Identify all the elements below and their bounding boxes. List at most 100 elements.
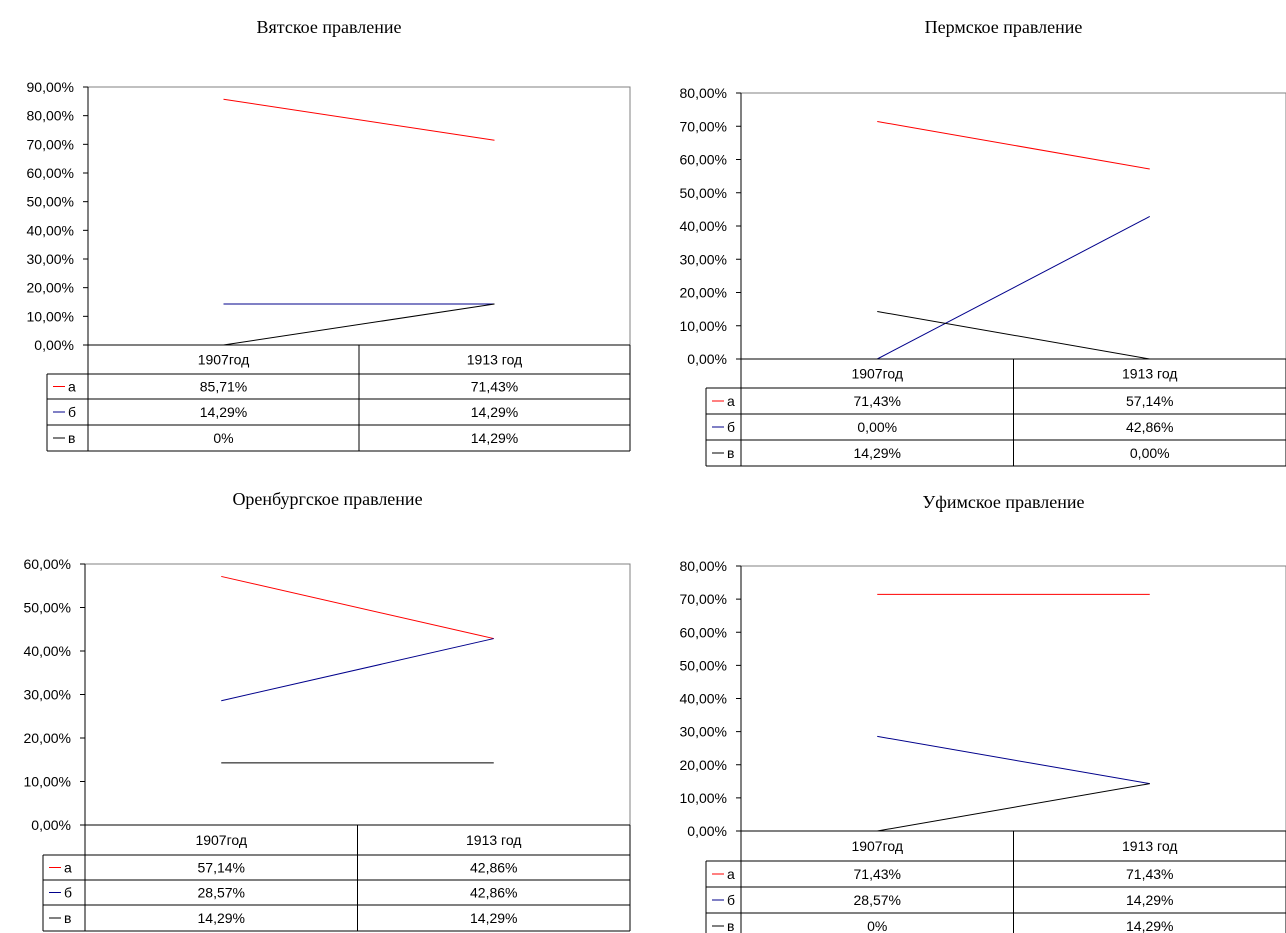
data-table: 1907год 1913 год а 57,14% 42,86% б 28,57% 42,86… [42, 824, 631, 932]
data-label: 0% [213, 430, 233, 446]
y-tick-label: 70,00% [680, 118, 727, 134]
chart-title: Уфимское правление [922, 492, 1084, 512]
y-tick-label: 60,00% [680, 152, 727, 168]
chart-perm: Пермское правление 0,00% 10,00% 20,00% 30,00… [643, 0, 1286, 467]
data-label: 71,43% [471, 379, 518, 395]
y-tick-label: 80,00% [680, 558, 727, 574]
y-tick-label: 20,00% [680, 757, 727, 773]
series-line-б [221, 638, 494, 702]
y-tick-label: 40,00% [680, 691, 727, 707]
plot-area [87, 86, 631, 346]
y-tick-label: 30,00% [24, 687, 71, 703]
y-tick-label: 40,00% [24, 643, 71, 659]
y-tick-label: 0,00% [31, 817, 71, 833]
data-table: 1907год 1913 год а 71,43% 71,43% б 28,57% 14,29… [705, 830, 1286, 933]
data-label: 42,86% [1126, 419, 1173, 435]
series-line-а [877, 121, 1150, 170]
data-label: 14,29% [470, 910, 517, 926]
legend-label: а [727, 866, 735, 882]
y-tick-label: 80,00% [680, 85, 727, 101]
legend-label: а [68, 379, 76, 395]
chart-svg: Оренбургское правление 0,00% 10,00% 20,00% 3… [24, 489, 631, 932]
legend-label: а [727, 393, 735, 409]
data-label: 42,86% [470, 885, 517, 901]
y-tick-label: 40,00% [680, 218, 727, 234]
data-label: 14,29% [854, 445, 901, 461]
chart-ufa: Уфимское правление 0,00% 10,00% 20,00% 30,00… [643, 480, 1286, 933]
y-tick-label: 30,00% [680, 724, 727, 740]
y-tick-label: 0,00% [34, 337, 74, 353]
x-category-label: 1913 год [1122, 366, 1177, 382]
y-tick-label: 50,00% [24, 600, 71, 616]
x-category-label: 1913 год [467, 352, 522, 368]
legend-label: в [68, 430, 75, 446]
y-tick-label: 0,00% [687, 823, 727, 839]
y-tick-label: 10,00% [680, 790, 727, 806]
y-tick-label: 10,00% [24, 774, 71, 790]
y-tick-label: 80,00% [27, 108, 74, 124]
y-tick-label: 30,00% [680, 251, 727, 267]
chart-svg: Уфимское правление 0,00% 10,00% 20,00% 30,00… [680, 492, 1286, 933]
x-category-label: 1907год [198, 352, 250, 368]
series-line-а [221, 575, 494, 640]
series-line-в [223, 303, 495, 346]
legend-label: а [64, 860, 72, 876]
y-tick-label: 50,00% [27, 194, 74, 210]
y-tick-label: 10,00% [680, 318, 727, 334]
data-table: 1907год 1913 год а 85,71% 71,43% б 14,29% 14,29… [46, 344, 631, 452]
data-label: 0,00% [1130, 445, 1170, 461]
series-line-б [877, 735, 1150, 785]
y-tick-label: 20,00% [24, 730, 71, 746]
data-label: 14,29% [471, 404, 518, 420]
chart-title: Оренбургское правление [232, 489, 422, 509]
y-tick-label: 90,00% [27, 79, 74, 95]
chart-vyatka: Вятское правление 0,00% 10,00% 20,00% 30,00%… [0, 0, 640, 460]
series-line-б [877, 216, 1150, 360]
y-tick-label: 60,00% [680, 624, 727, 640]
plot-area [740, 92, 1286, 360]
x-category-label: 1913 год [1122, 838, 1177, 854]
data-label: 42,86% [470, 860, 517, 876]
legend-label: в [64, 910, 71, 926]
x-category-label: 1907год [851, 366, 903, 382]
data-table: 1907год 1913 год а 71,43% 57,14% б 0,00% 42,86%… [705, 358, 1286, 467]
chart-orenburg: Оренбургское правление 0,00% 10,00% 20,00% 3… [0, 480, 640, 933]
data-label: 14,29% [1126, 892, 1173, 908]
y-tick-label: 50,00% [680, 185, 727, 201]
data-label: 85,71% [200, 379, 247, 395]
data-label: 71,43% [1126, 866, 1173, 882]
data-label: 14,29% [471, 430, 518, 446]
y-tick-label: 40,00% [27, 222, 74, 238]
y-tick-label: 20,00% [27, 280, 74, 296]
y-tick-label: 20,00% [680, 285, 727, 301]
y-tick-label: 0,00% [687, 351, 727, 367]
data-label: 14,29% [200, 404, 247, 420]
chart-svg: Вятское правление 0,00% 10,00% 20,00% 30,00%… [27, 17, 631, 452]
data-label: 71,43% [854, 393, 901, 409]
y-tick-label: 70,00% [680, 591, 727, 607]
x-category-label: 1913 год [466, 832, 521, 848]
legend-label: б [68, 404, 76, 420]
y-tick-label: 60,00% [24, 556, 71, 572]
legend-label: б [727, 419, 735, 435]
legend-label: в [727, 918, 734, 933]
legend-label: в [727, 445, 734, 461]
legend-label: б [64, 885, 72, 901]
chart-title: Пермское правление [925, 17, 1083, 37]
x-category-label: 1907год [195, 832, 247, 848]
plot-area [84, 563, 631, 826]
y-tick-label: 70,00% [27, 136, 74, 152]
y-tick-label: 10,00% [27, 308, 74, 324]
chart-svg: Пермское правление 0,00% 10,00% 20,00% 30,00… [680, 17, 1286, 467]
data-label: 28,57% [198, 885, 245, 901]
data-label: 28,57% [854, 892, 901, 908]
series-line-в [877, 310, 1150, 360]
chart-title: Вятское правление [256, 17, 401, 37]
x-category-label: 1907год [851, 838, 903, 854]
data-label: 14,29% [1126, 918, 1173, 933]
y-tick-label: 30,00% [27, 251, 74, 267]
series-line-в [877, 783, 1150, 832]
series-line-а [223, 98, 495, 141]
data-label: 57,14% [198, 860, 245, 876]
data-label: 14,29% [198, 910, 245, 926]
